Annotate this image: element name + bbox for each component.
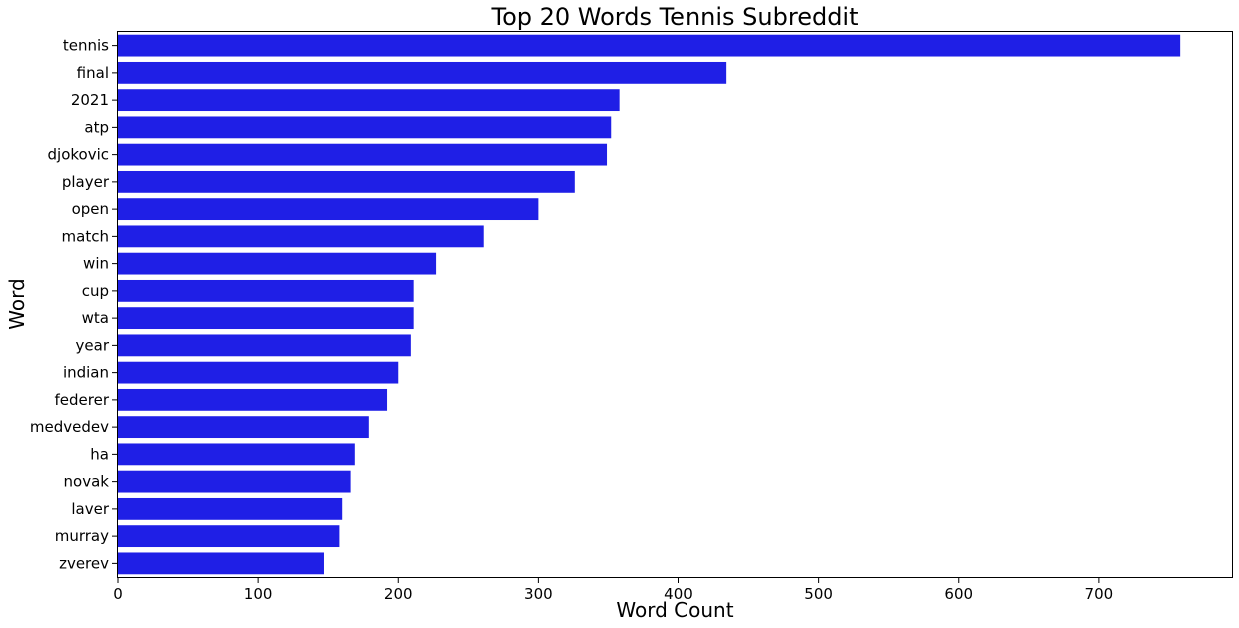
bar-cup — [118, 279, 414, 302]
y-tick-label: federer — [55, 391, 110, 409]
x-tick-label: 400 — [664, 585, 693, 603]
x-tick-label: 100 — [244, 585, 273, 603]
bar-murray — [118, 525, 340, 548]
bar-wta — [118, 307, 414, 330]
chart-title: Top 20 Words Tennis Subreddit — [490, 3, 858, 31]
x-axis: 0 100 200 300 400 500 600 700 — [113, 577, 1113, 603]
x-tick-label: 500 — [804, 585, 833, 603]
bar-match — [118, 225, 484, 248]
x-tick-label: 700 — [1085, 585, 1114, 603]
y-tick-label: ha — [90, 445, 109, 463]
x-axis-label: Word Count — [616, 598, 733, 622]
x-tick-label: 300 — [524, 585, 553, 603]
y-tick-label: novak — [64, 473, 110, 491]
bar-year — [118, 334, 411, 357]
bar-ha — [118, 443, 355, 466]
plot-frame — [117, 31, 1233, 578]
x-tick-label: 600 — [944, 585, 973, 603]
bar-win — [118, 252, 437, 275]
y-tick-label: cup — [82, 282, 109, 300]
bar-medvedev — [118, 416, 369, 439]
bar-indian — [118, 361, 399, 384]
y-axis-label: Word — [5, 278, 29, 329]
bar-laver — [118, 497, 343, 520]
y-tick-label: atp — [84, 118, 109, 136]
y-tick-label: year — [76, 336, 110, 354]
y-tick-label: tennis — [63, 37, 109, 55]
y-tick-label: zverev — [59, 554, 109, 572]
y-tick-label: match — [62, 227, 109, 245]
y-tick-label: final — [77, 64, 109, 82]
bar-open — [118, 198, 539, 221]
y-tick-label: laver — [71, 500, 109, 518]
y-tick-label: djokovic — [48, 146, 110, 164]
y-tick-label: medvedev — [30, 418, 109, 436]
y-tick-label: wta — [82, 309, 109, 327]
y-tick-label: murray — [55, 527, 109, 545]
y-axis: tennis final 2021 atp djokovic player open matc… — [30, 37, 118, 572]
bar-djokovic — [118, 143, 608, 166]
bar-tennis — [118, 34, 1181, 57]
y-tick-label: player — [62, 173, 110, 191]
bar-2021 — [118, 89, 620, 112]
bar-zverev — [118, 552, 324, 575]
x-tick-label: 0 — [113, 585, 123, 603]
bars — [118, 34, 1181, 575]
bar-final — [118, 61, 727, 84]
y-tick-label: open — [72, 200, 109, 218]
bar-novak — [118, 470, 351, 493]
bar-federer — [118, 388, 388, 411]
bar-player — [118, 170, 575, 193]
bar-atp — [118, 116, 612, 139]
y-tick-label: win — [83, 255, 109, 273]
y-tick-label: 2021 — [71, 91, 109, 109]
x-tick-label: 200 — [384, 585, 413, 603]
y-tick-label: indian — [63, 364, 109, 382]
